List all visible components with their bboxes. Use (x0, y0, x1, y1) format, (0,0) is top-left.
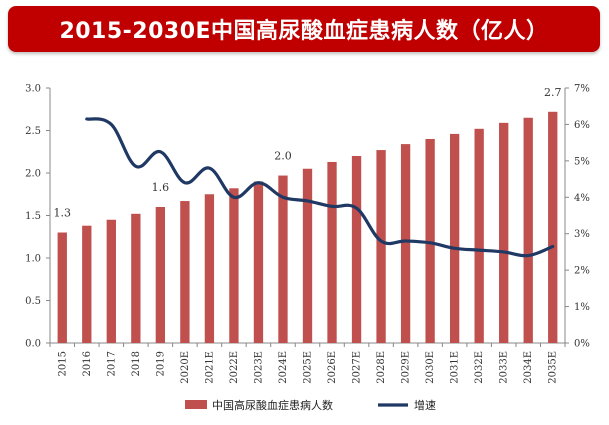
x-tick-label: 2025E (303, 351, 314, 384)
x-tick-label: 2021E (204, 351, 215, 384)
x-tick-label: 2024E (278, 351, 289, 384)
x-tick-label: 2033E (499, 351, 510, 384)
x-tick-label: 2016 (82, 351, 93, 376)
x-tick-label: 2026E (327, 351, 338, 384)
bar (449, 133, 460, 343)
legend-swatch-bar (185, 400, 207, 409)
chart-title: 2015-2030E中国高尿酸血症患病人数（亿人） (59, 19, 549, 44)
x-tick-label: 2030E (425, 351, 436, 384)
bar (180, 201, 190, 343)
x-tick-label: 2019 (155, 351, 166, 376)
bar (474, 128, 484, 343)
y2-tick-label: 2% (574, 266, 590, 277)
y-tick-label: 3.0 (25, 84, 41, 95)
y2-tick-label: 7% (574, 84, 590, 95)
bar (425, 139, 435, 343)
bar (131, 213, 141, 343)
legend-label-bar: 中国高尿酸血症患病人数 (212, 398, 333, 412)
data-label: 2.7 (544, 86, 562, 99)
bar (155, 207, 166, 343)
x-tick-label: 2035E (548, 351, 559, 384)
data-label: 1.6 (152, 181, 170, 194)
bar (351, 156, 362, 343)
x-tick-label: 2022E (229, 351, 240, 384)
y2-tick-label: 6% (574, 120, 590, 131)
bar (106, 219, 116, 343)
x-tick-label: 2027E (352, 351, 363, 384)
y2-tick-label: 0% (574, 339, 590, 350)
bar (204, 194, 215, 343)
x-tick-label: 2034E (523, 351, 534, 384)
y-tick-label: 1.5 (25, 211, 41, 222)
bar (302, 168, 313, 343)
bar (499, 122, 509, 343)
y-tick-label: 2.0 (25, 169, 41, 180)
y-tick-label: 1.0 (25, 254, 41, 265)
legend-label-line: 增速 (414, 398, 436, 412)
data-label: 2.0 (274, 150, 292, 163)
bar (548, 111, 558, 343)
y2-tick-label: 3% (574, 229, 590, 240)
y2-tick-label: 1% (574, 302, 590, 313)
y2-tick-label: 5% (574, 156, 590, 167)
y-tick-label: 0.5 (25, 296, 41, 307)
bar (278, 175, 288, 343)
x-tick-label: 2029E (401, 351, 412, 384)
bar (523, 117, 533, 343)
x-tick-label: 2031E (450, 351, 461, 384)
bar (376, 150, 386, 343)
bar (327, 161, 337, 343)
bar (57, 232, 67, 343)
data-label: 1.3 (54, 207, 72, 220)
x-tick-label: 2015 (57, 351, 68, 376)
bar (229, 188, 239, 343)
growth-rate-line (85, 117, 555, 258)
bar (400, 144, 411, 343)
x-tick-label: 2032E (474, 351, 485, 384)
x-tick-label: 2018 (131, 351, 142, 376)
x-tick-label: 2028E (376, 351, 387, 384)
bar (253, 181, 264, 343)
x-tick-label: 2020E (180, 351, 191, 384)
x-tick-label: 2023E (253, 351, 264, 384)
title-banner: 2015-2030E中国高尿酸血症患病人数（亿人） (8, 6, 600, 52)
bar (82, 225, 92, 343)
y2-tick-label: 4% (574, 193, 590, 204)
y-tick-label: 2.5 (25, 126, 41, 137)
y-tick-label: 0.0 (25, 339, 41, 350)
x-tick-label: 2017 (106, 351, 117, 376)
